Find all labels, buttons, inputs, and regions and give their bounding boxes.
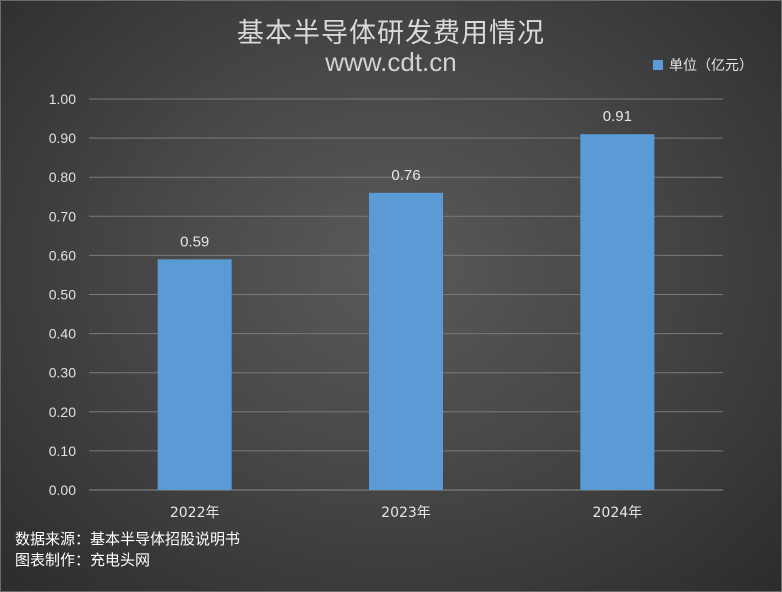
y-tick-label: 0.90 xyxy=(49,130,76,146)
bar xyxy=(157,259,232,490)
data-label: 0.76 xyxy=(391,167,420,184)
chart-title: 基本半导体研发费用情况 xyxy=(237,18,545,49)
y-tick-label: 0.30 xyxy=(49,365,76,381)
maker-note: 图表制作：充电头网 xyxy=(15,551,151,569)
y-tick-label: 0.20 xyxy=(49,404,76,420)
y-tick-label: 0.40 xyxy=(49,326,76,342)
legend: 单位（亿元） xyxy=(653,55,753,75)
y-tick-label: 0.60 xyxy=(49,247,76,263)
legend-label: 单位（亿元） xyxy=(669,58,753,74)
bar xyxy=(369,192,443,490)
data-label: 0.59 xyxy=(180,233,209,250)
y-tick-label: 1.00 xyxy=(49,91,76,107)
bar xyxy=(580,134,655,490)
y-tick-label: 0.80 xyxy=(49,169,76,185)
x-tick-label: 2024年 xyxy=(593,505,643,521)
x-tick-label: 2022年 xyxy=(170,505,220,521)
chart-subtitle: www.cdt.cn xyxy=(325,47,457,77)
y-tick-label: 0.10 xyxy=(49,443,76,459)
y-tick-label: 0.50 xyxy=(49,287,76,303)
footer: 数据来源：基本半导体招股说明书 图表制作：充电头网 xyxy=(15,529,240,571)
source-note: 数据来源：基本半导体招股说明书 xyxy=(15,530,241,548)
legend-swatch xyxy=(653,60,663,70)
y-tick-label: 0.00 xyxy=(49,482,76,498)
y-tick-label: 0.70 xyxy=(49,208,76,224)
data-label: 0.91 xyxy=(603,108,632,125)
x-tick-label: 2023年 xyxy=(381,505,431,521)
